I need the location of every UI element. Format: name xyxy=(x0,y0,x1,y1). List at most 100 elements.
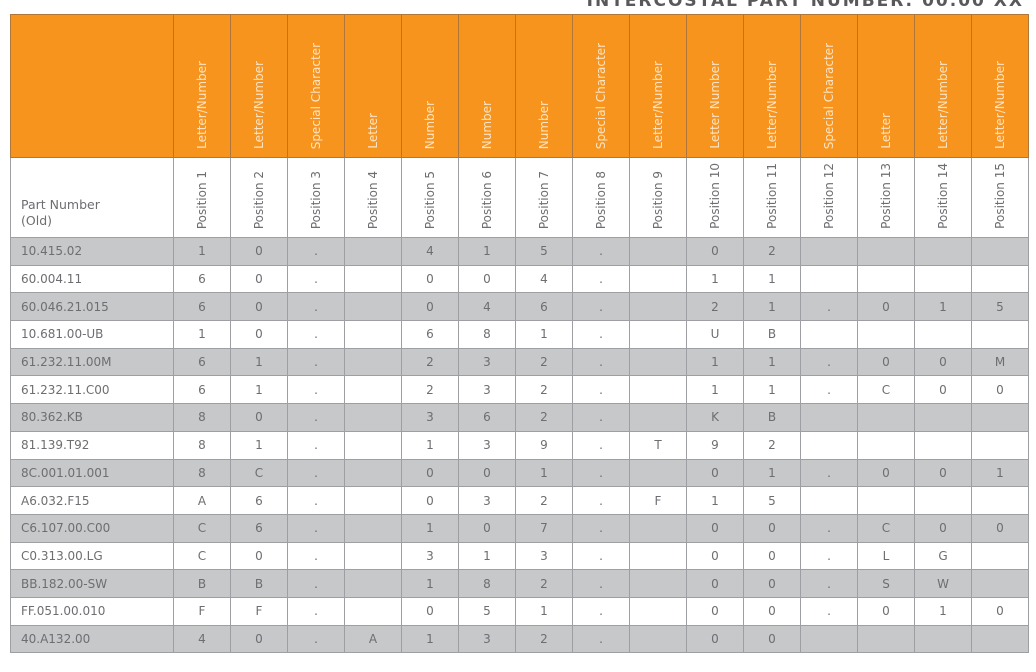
column-type-label: Letter Number xyxy=(708,61,722,149)
position-cell: . xyxy=(572,264,630,294)
position-cell xyxy=(344,375,402,405)
position-cell: 3 xyxy=(458,624,516,654)
position-cell xyxy=(971,541,1029,571)
position-cell: 0 xyxy=(230,624,288,654)
position-cell xyxy=(857,624,915,654)
position-cell: 5 xyxy=(458,596,516,626)
position-cell: 4 xyxy=(515,264,573,294)
position-cell xyxy=(344,237,402,266)
position-cell: 1 xyxy=(743,458,801,488)
position-cell: . xyxy=(572,320,630,349)
position-cell: 1 xyxy=(914,596,972,626)
position-cell: 1 xyxy=(458,541,516,571)
position-cell: 6 xyxy=(401,320,459,349)
position-cell: . xyxy=(800,292,858,322)
position-header: Position 13 xyxy=(857,157,915,238)
position-label: Position 13 xyxy=(879,163,893,229)
position-cell xyxy=(344,486,402,515)
position-cell: 0 xyxy=(401,486,459,515)
position-header: Position 12 xyxy=(800,157,858,238)
position-cell: . xyxy=(800,569,858,598)
position-cell xyxy=(344,320,402,349)
position-label: Position 9 xyxy=(651,170,665,229)
position-cell: 0 xyxy=(971,513,1029,543)
position-cell: . xyxy=(287,624,345,654)
position-label: Position 12 xyxy=(822,163,836,229)
position-cell: B xyxy=(743,403,801,432)
part-number-cell: C0.313.00.LG xyxy=(10,541,174,571)
position-cell: . xyxy=(572,237,630,266)
position-cell xyxy=(344,430,402,460)
column-type-label: Special Character xyxy=(822,42,836,149)
table-row: 60.046.21.015 6 0. 0 4 6. 2 1. 0 1 5 xyxy=(10,292,1029,322)
position-cell: 5 xyxy=(743,486,801,515)
position-cell: 0 xyxy=(971,375,1029,405)
column-type-header: Letter/Number xyxy=(629,14,687,158)
position-cell: 1 xyxy=(686,264,744,294)
position-header: Position 7 xyxy=(515,157,573,238)
position-cell xyxy=(971,624,1029,654)
position-cell: 0 xyxy=(857,596,915,626)
column-type-header: Letter/Number xyxy=(743,14,801,158)
position-cell: 0 xyxy=(230,264,288,294)
table-row: C0.313.00.LG C 0. 3 1 3. 0 0. L G xyxy=(10,541,1029,571)
position-cell: 0 xyxy=(401,596,459,626)
position-cell: F xyxy=(173,596,231,626)
column-type-header: Number xyxy=(515,14,573,158)
position-cell: 0 xyxy=(743,513,801,543)
position-cell: 3 xyxy=(401,403,459,432)
table-row: 81.139.T92 8 1. 1 3 9. T 9 2 xyxy=(10,430,1029,460)
position-cell: 1 xyxy=(458,237,516,266)
column-type-label: Letter/Number xyxy=(195,61,209,149)
column-type-label: Number xyxy=(423,100,437,149)
column-type-label: Letter xyxy=(879,113,893,149)
column-type-label: Letter/Number xyxy=(252,61,266,149)
position-header: Position 5 xyxy=(401,157,459,238)
part-number-cell: 40.A132.00 xyxy=(10,624,174,654)
position-cell: . xyxy=(572,624,630,654)
position-cell xyxy=(629,320,687,349)
position-cell: 0 xyxy=(230,403,288,432)
table-row: 8C.001.01.001 8 C. 0 0 1. 0 1. 0 0 1 xyxy=(10,458,1029,488)
position-cell xyxy=(629,569,687,598)
part-number-cell: 60.046.21.015 xyxy=(10,292,174,322)
position-cell: 0 xyxy=(743,596,801,626)
position-cell: . xyxy=(800,347,858,377)
column-type-header: Letter/Number xyxy=(230,14,288,158)
position-cell: 0 xyxy=(230,541,288,571)
part-number-header-line1: Part Number xyxy=(21,197,100,212)
position-cell: 0 xyxy=(914,458,972,488)
position-header: Position 3 xyxy=(287,157,345,238)
position-cell: 9 xyxy=(515,430,573,460)
position-cell: 2 xyxy=(515,375,573,405)
position-cell xyxy=(971,237,1029,266)
position-cell xyxy=(914,430,972,460)
position-cell xyxy=(629,375,687,405)
position-cell: 0 xyxy=(230,237,288,266)
position-cell: 0 xyxy=(686,569,744,598)
column-type-label: Letter/Number xyxy=(651,61,665,149)
position-cell: . xyxy=(572,486,630,515)
position-header: Position 2 xyxy=(230,157,288,238)
table-row: 10.415.02 1 0. 4 1 5. 0 2 xyxy=(10,237,1029,266)
part-number-cell: 8C.001.01.001 xyxy=(10,458,174,488)
position-cell xyxy=(857,264,915,294)
table-row: 80.362.KB 8 0. 3 6 2. K B xyxy=(10,403,1029,432)
position-cell: 2 xyxy=(515,403,573,432)
position-cell: C xyxy=(173,541,231,571)
position-cell: . xyxy=(287,430,345,460)
column-type-header: Special Character xyxy=(800,14,858,158)
position-cell: . xyxy=(287,486,345,515)
position-cell: 0 xyxy=(686,513,744,543)
position-cell: 0 xyxy=(458,458,516,488)
position-cell: 3 xyxy=(515,541,573,571)
position-cell: G xyxy=(914,541,972,571)
position-cell: 0 xyxy=(914,347,972,377)
position-cell: 1 xyxy=(230,347,288,377)
position-cell: . xyxy=(287,237,345,266)
table-row: FF.051.00.010 F F. 0 5 1. 0 0. 0 1 0 xyxy=(10,596,1029,626)
position-cell: 6 xyxy=(173,264,231,294)
position-cell: A xyxy=(173,486,231,515)
position-cell xyxy=(857,320,915,349)
position-cell xyxy=(344,347,402,377)
